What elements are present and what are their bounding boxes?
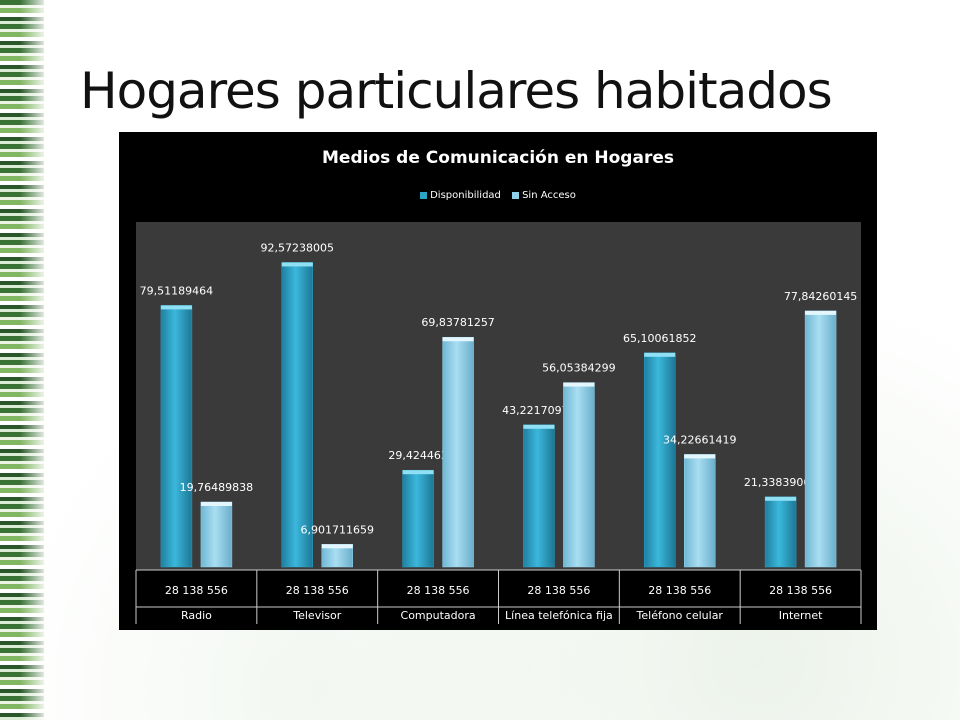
data-label-0-5: 21,33839064: [744, 476, 817, 489]
table-value-2: 28 138 556: [407, 584, 470, 597]
bar-disponibilidad-1: [281, 262, 313, 568]
plot-area: [136, 222, 861, 570]
bar-sin-acceso-4: [684, 454, 716, 568]
bar-disponibilidad-3: [523, 424, 555, 568]
bar-cap-1-5: [805, 310, 837, 315]
bar-cap-1-0: [200, 501, 232, 506]
legend-swatch-sin-acceso: [512, 192, 520, 199]
category-label-2: Computadora: [401, 609, 476, 622]
category-label-0: Radio: [181, 609, 212, 622]
bar-cap-0-2: [402, 470, 434, 475]
table-value-5: 28 138 556: [769, 584, 832, 597]
bar-sin-acceso-2: [442, 336, 474, 568]
data-label-0-2: 29,424463: [388, 449, 448, 462]
chart-title: Medios de Comunicación en Hogares: [322, 148, 674, 168]
bar-cap-1-1: [321, 544, 353, 549]
data-label-1-0: 19,76489838: [180, 481, 253, 494]
table-value-3: 28 138 556: [527, 584, 590, 597]
category-label-3: Línea telefónica fija: [505, 609, 613, 622]
data-label-1-3: 56,05384299: [542, 362, 615, 375]
table-value-4: 28 138 556: [648, 584, 711, 597]
bar-sin-acceso-0: [200, 501, 233, 568]
data-label-1-4: 34,22661419: [663, 433, 736, 446]
data-label-0-1: 92,57238005: [261, 241, 334, 254]
chart-container: Medios de Comunicación en Hogares Dispon…: [119, 132, 877, 630]
legend-swatch-disponibilidad: [420, 192, 428, 199]
bar-cap-0-5: [765, 496, 797, 501]
data-label-0-3: 43,22170974: [502, 404, 575, 417]
bar-disponibilidad-4: [644, 352, 676, 568]
category-label-5: Internet: [779, 609, 823, 622]
bar-sin-acceso-5: [804, 310, 837, 568]
bar-cap-0-4: [644, 352, 676, 357]
bar-cap-0-3: [523, 424, 555, 429]
bar-cap-0-1: [281, 262, 313, 267]
bar-cap-1-3: [563, 382, 595, 387]
category-label-1: Televisor: [292, 609, 341, 622]
category-label-4: Teléfono celular: [636, 609, 724, 622]
decorative-left-strip: [0, 0, 44, 720]
table-value-1: 28 138 556: [286, 584, 349, 597]
legend-label-sin-acceso: Sin Acceso: [522, 190, 576, 201]
table-value-0: 28 138 556: [165, 584, 228, 597]
chart-legend: Disponibilidad Sin Acceso: [119, 190, 877, 202]
data-label-1-5: 77,84260145: [784, 290, 857, 303]
bar-disponibilidad-0: [160, 305, 193, 568]
bar-cap-0-0: [160, 305, 192, 310]
legend-item-sin-acceso: Sin Acceso: [512, 190, 576, 202]
bar-sin-acceso-1: [321, 544, 353, 568]
data-label-0-4: 65,10061852: [623, 332, 696, 345]
legend-label-disponibilidad: Disponibilidad: [430, 190, 501, 201]
bar-sin-acceso-3: [563, 382, 595, 568]
data-label-1-1: 6,901711659: [301, 523, 374, 536]
bar-disponibilidad-5: [764, 496, 797, 568]
bar-cap-1-4: [684, 454, 716, 459]
data-label-0-0: 79,51189464: [140, 284, 213, 297]
bar-chart-svg: 79,51189464 19,76489838 92,57238005 6,90171…: [135, 222, 862, 624]
slide-title: Hogares particulares habitados: [80, 62, 833, 120]
bar-cap-1-2: [442, 337, 474, 342]
bar-disponibilidad-2: [402, 469, 434, 568]
legend-item-disponibilidad: Disponibilidad: [420, 190, 501, 202]
data-label-1-2: 69,83781257: [421, 316, 494, 329]
